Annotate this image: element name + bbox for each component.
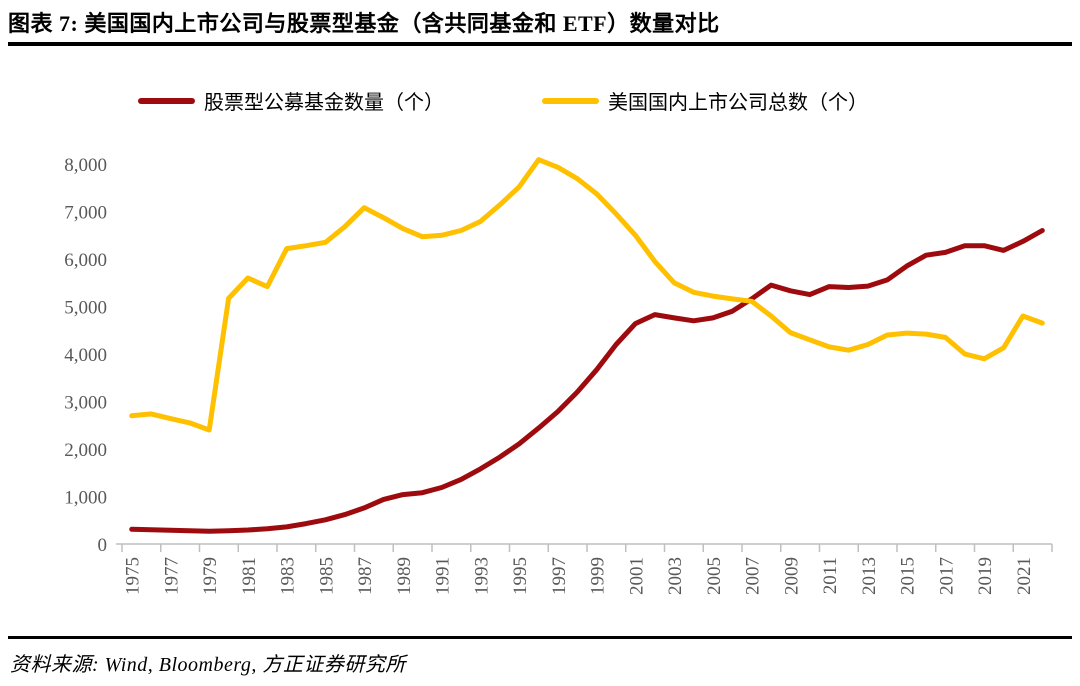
chart-area: 0 1,000 2,000 3,000 4,000 5,000 6,000 7,000 8,00… — [0, 140, 1080, 624]
svg-text:1993: 1993 — [471, 557, 492, 595]
footer-divider — [8, 636, 1072, 639]
svg-text:2017: 2017 — [936, 557, 957, 595]
svg-text:2021: 2021 — [1014, 557, 1035, 595]
svg-text:2001: 2001 — [626, 557, 647, 595]
svg-text:2015: 2015 — [898, 557, 919, 595]
svg-text:8,000: 8,000 — [64, 155, 107, 176]
svg-text:1981: 1981 — [239, 557, 260, 595]
svg-text:2009: 2009 — [781, 557, 802, 595]
svg-text:1997: 1997 — [549, 557, 570, 595]
svg-text:2005: 2005 — [704, 557, 725, 595]
line-chart: 0 1,000 2,000 3,000 4,000 5,000 6,000 7,000 8,00… — [64, 155, 1053, 595]
svg-text:1985: 1985 — [316, 557, 337, 595]
legend-funds-line-swatch — [138, 97, 195, 104]
svg-text:1989: 1989 — [394, 557, 415, 595]
legend-funds-label: 股票型公募基金数量（个） — [204, 92, 444, 114]
svg-text:1987: 1987 — [355, 557, 376, 595]
svg-text:1977: 1977 — [161, 557, 182, 595]
chart-legend: 股票型公募基金数量（个） 美国国内上市公司总数（个） — [138, 86, 868, 115]
svg-text:3,000: 3,000 — [64, 393, 107, 414]
svg-text:2,000: 2,000 — [64, 440, 107, 461]
svg-text:2007: 2007 — [743, 557, 764, 595]
svg-text:1975: 1975 — [123, 557, 144, 595]
legend-listed-line-swatch — [542, 97, 599, 104]
svg-text:6,000: 6,000 — [64, 250, 107, 271]
svg-text:2003: 2003 — [665, 557, 686, 595]
svg-text:1999: 1999 — [588, 557, 609, 595]
svg-text:0: 0 — [98, 535, 108, 556]
svg-text:1983: 1983 — [278, 557, 299, 595]
svg-text:4,000: 4,000 — [64, 345, 107, 366]
legend-item-funds: 股票型公募基金数量（个） — [138, 86, 444, 115]
svg-text:1,000: 1,000 — [64, 488, 107, 509]
svg-text:7,000: 7,000 — [64, 203, 107, 224]
svg-text:1979: 1979 — [200, 557, 221, 595]
legend-listed-companies: 美国国内上市公司总数（个） — [542, 86, 868, 115]
svg-text:5,000: 5,000 — [64, 298, 107, 319]
page-title: 图表 7: 美国国内上市公司与股票型基金（含共同基金和 ETF）数量对比 — [8, 11, 720, 36]
legend-listed-label: 美国国内上市公司总数（个） — [608, 92, 868, 114]
svg-text:1995: 1995 — [510, 557, 531, 595]
title-divider — [8, 42, 1072, 46]
source-note: 资料来源: Wind, Bloomberg, 方正证券研究所 — [10, 654, 406, 676]
svg-text:2013: 2013 — [859, 557, 880, 595]
svg-text:2011: 2011 — [820, 557, 841, 594]
svg-text:1991: 1991 — [433, 557, 454, 595]
svg-text:2019: 2019 — [975, 557, 996, 595]
